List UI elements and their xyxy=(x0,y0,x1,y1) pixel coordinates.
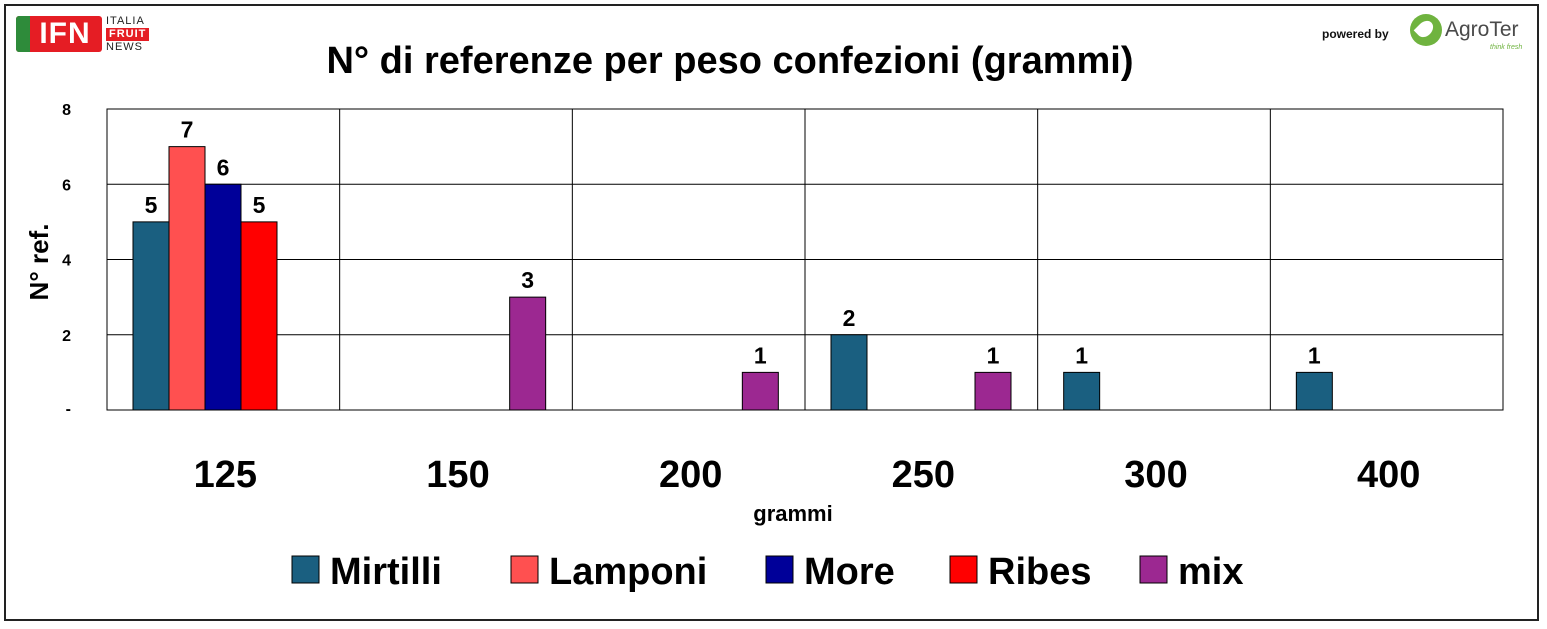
ifn-logo-line1: ITALIA xyxy=(106,15,145,27)
y-axis-label: N° ref. xyxy=(24,224,54,301)
ifn-logo-green-stripe xyxy=(16,16,30,52)
data-label: 1 xyxy=(754,342,767,368)
y-tick-label: 2 xyxy=(62,328,71,345)
data-label: 6 xyxy=(217,154,230,180)
x-tick-label: 400 xyxy=(1357,454,1420,496)
ifn-logo-letters: IFN xyxy=(39,17,91,50)
x-axis-label: grammi xyxy=(753,501,832,526)
bar-mix-150 xyxy=(509,296,547,411)
legend-label-ribes: Ribes xyxy=(988,551,1091,593)
powered-by-label: powered by xyxy=(1322,27,1389,41)
legend-label-mix: mix xyxy=(1178,551,1243,593)
y-tick-label: 8 xyxy=(62,102,71,119)
legend-swatch-more xyxy=(765,555,794,584)
legend-label-lamponi: Lamponi xyxy=(549,551,707,593)
data-label: 7 xyxy=(181,117,194,143)
bar-mirtilli-125 xyxy=(132,221,170,411)
data-label: 3 xyxy=(521,267,534,293)
agroter-logo-name: AgroTer xyxy=(1445,18,1519,41)
data-label: 5 xyxy=(145,192,158,218)
bar-mirtilli-400 xyxy=(1295,371,1333,411)
x-tick-label: 250 xyxy=(892,454,955,496)
ifn-logo-line3: NEWS xyxy=(106,41,143,53)
legend-label-mirtilli: Mirtilli xyxy=(330,551,442,593)
y-tick-label: 6 xyxy=(62,177,71,194)
ifn-logo-wordmark: ITALIA FRUIT NEWS xyxy=(106,15,150,54)
legend-swatch-ribes xyxy=(949,555,978,584)
legend-label-more: More xyxy=(804,551,895,593)
y-tick-label: - xyxy=(66,401,71,418)
bar-mirtilli-300 xyxy=(1063,371,1101,411)
legend-swatch-mix xyxy=(1139,555,1168,584)
ifn-logo-mark: IFN xyxy=(16,16,102,52)
x-tick-label: 300 xyxy=(1124,454,1187,496)
bar-mirtilli-250 xyxy=(830,334,868,411)
x-tick-label: 125 xyxy=(194,454,257,496)
legend-swatch-mirtilli xyxy=(291,555,320,584)
data-label: 2 xyxy=(843,305,856,331)
bar-mix-200 xyxy=(741,371,779,411)
data-label: 1 xyxy=(1075,342,1088,368)
x-tick-label: 200 xyxy=(659,454,722,496)
data-label: 5 xyxy=(253,192,266,218)
bar-lamponi-125 xyxy=(168,146,206,411)
ifn-logo: IFN ITALIA FRUIT NEWS xyxy=(16,15,166,56)
x-tick-label: 150 xyxy=(426,454,489,496)
leaf-icon xyxy=(1410,14,1442,46)
ifn-logo-line2: FRUIT xyxy=(106,28,150,41)
y-tick-label: 4 xyxy=(62,253,71,270)
data-label: 1 xyxy=(1308,342,1321,368)
data-label: 1 xyxy=(987,342,1000,368)
legend-swatch-lamponi xyxy=(510,555,539,584)
chart-title: N° di referenze per peso confezioni (gra… xyxy=(326,40,1134,82)
bar-mix-250 xyxy=(974,371,1012,411)
agroter-logo: AgroTer think fresh xyxy=(1410,14,1535,54)
agroter-logo-tagline: think fresh xyxy=(1490,44,1523,51)
bar-ribes-125 xyxy=(240,221,278,411)
bar-more-125 xyxy=(204,183,242,411)
